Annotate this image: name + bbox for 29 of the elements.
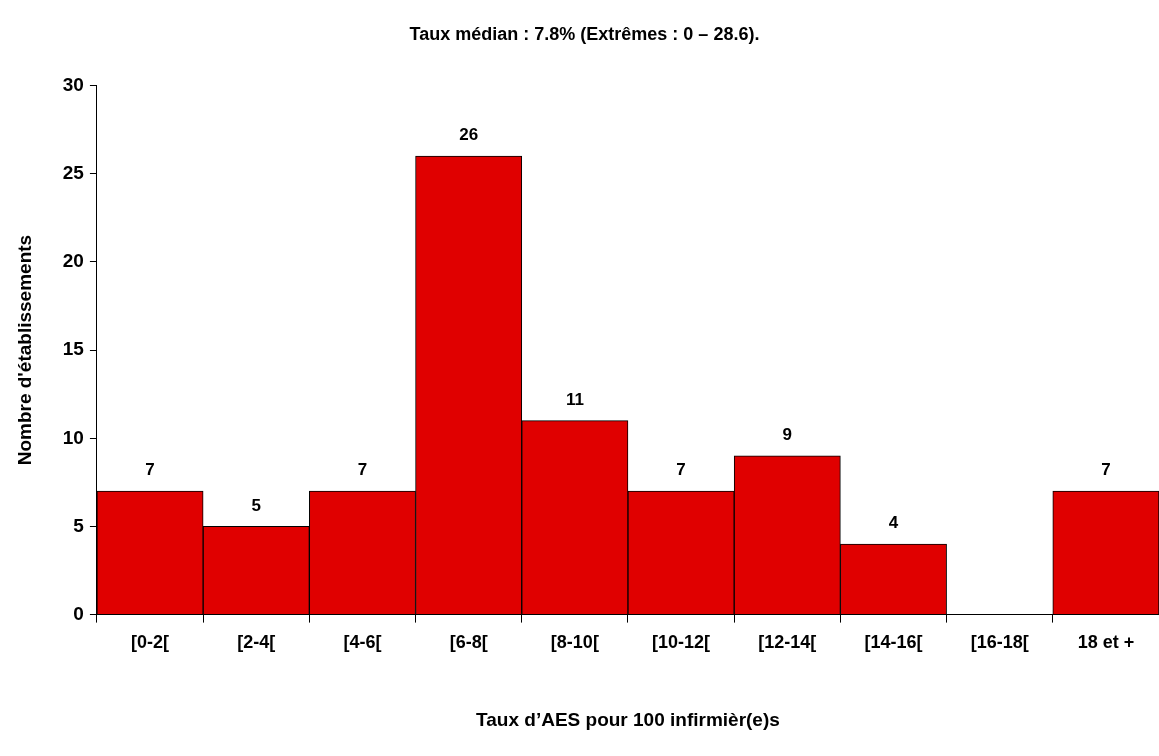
- y-tick-label: 5: [73, 514, 85, 536]
- y-tick-label: 10: [62, 426, 84, 448]
- x-tick-label: [16-18[: [970, 632, 1029, 653]
- data-label: 26: [459, 125, 479, 145]
- y-axis-title: Nombre d'établissements: [13, 234, 35, 466]
- x-tick-label: [6-8[: [449, 632, 488, 653]
- y-tick-label: 25: [62, 162, 85, 183]
- data-label: 9: [782, 425, 793, 445]
- x-axis-title: Taux d’AES pour 100 infirmièr(e)s: [476, 708, 780, 730]
- x-tick-label: [4-6[: [343, 632, 382, 653]
- y-tick-label: 0: [73, 602, 84, 624]
- data-label: 7: [676, 460, 686, 480]
- y-tick-label: 15: [62, 338, 85, 360]
- data-label: 4: [888, 513, 899, 533]
- data-label: 7: [357, 460, 368, 480]
- data-label: 5: [251, 495, 261, 515]
- x-tick-label: 18 et +: [1077, 632, 1135, 653]
- data-label: 7: [1101, 460, 1111, 480]
- x-tick-label: [14-16[: [864, 632, 923, 653]
- x-tick-label: [8-10[: [550, 632, 599, 653]
- x-tick-label: [12-14[: [758, 632, 817, 653]
- y-tick-label: 30: [62, 73, 84, 95]
- chart-title: Taux médian : 7.8% (Extrêmes : 0 – 28.6).: [409, 23, 760, 44]
- y-tick-label: 20: [62, 250, 84, 272]
- x-tick-label: [10-12[: [652, 632, 711, 653]
- x-tick-label: [2-4[: [237, 632, 276, 653]
- x-tick-label: [0-2[: [131, 632, 170, 653]
- data-label: 11: [565, 389, 584, 409]
- data-label: 7: [145, 460, 155, 480]
